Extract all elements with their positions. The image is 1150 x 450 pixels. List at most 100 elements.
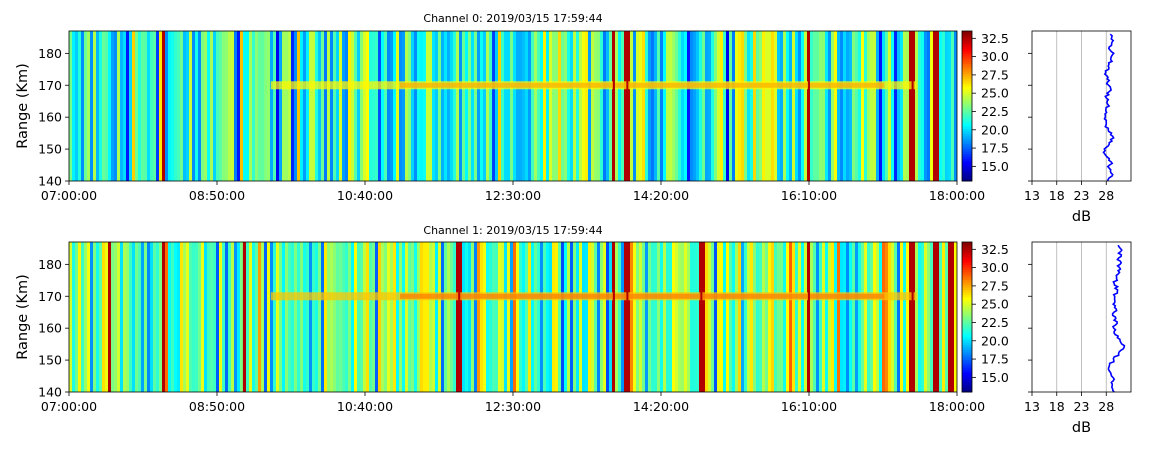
heatmap-column	[459, 31, 463, 181]
heatmap-column	[771, 31, 775, 181]
heatmap-column	[501, 31, 505, 181]
colorbar-segment	[962, 282, 972, 285]
colorbar-segment	[962, 38, 972, 42]
colorbar-segment	[962, 156, 972, 159]
colorbar-segment	[962, 106, 972, 109]
heatmap-column	[870, 31, 874, 181]
heatmap-column	[633, 242, 637, 392]
heatmap-column	[474, 242, 478, 392]
heatmap-column	[96, 31, 100, 181]
heatmap-column	[267, 31, 271, 181]
colorbar-segment	[962, 329, 972, 333]
heatmap-column	[105, 242, 109, 392]
heatmap-column	[507, 31, 511, 181]
colorbar-segment	[962, 31, 972, 34]
heatmap-column	[711, 242, 715, 392]
heatmap-column	[843, 242, 847, 392]
heatmap-column	[483, 31, 487, 181]
heatmap-column	[828, 31, 832, 181]
heatmap-column	[261, 242, 265, 392]
heatmap-column	[141, 31, 145, 181]
heatmap-column	[891, 31, 895, 181]
heatmap-column	[456, 31, 460, 181]
heatmap-column	[558, 31, 562, 181]
heatmap-column	[864, 31, 868, 181]
colorbar-segment	[962, 176, 972, 179]
heatmap-column	[366, 242, 370, 392]
strong-column	[808, 31, 810, 181]
x-tick-label: 10:40:00	[337, 399, 393, 414]
heatmap-column	[648, 242, 652, 392]
heatmap-column	[774, 31, 778, 181]
x-tick-label: 14:20:00	[633, 399, 689, 414]
profile-x-tick-label: 13	[1024, 399, 1040, 414]
colorbar-segment	[962, 347, 972, 350]
heatmap-column	[237, 31, 241, 181]
heatmap-column	[330, 242, 334, 392]
colorbar-segment	[962, 68, 972, 72]
colorbar-segment	[962, 41, 972, 44]
heatmap-column	[327, 31, 331, 181]
heatmap-column	[726, 242, 730, 392]
heatmap-column	[573, 31, 577, 181]
heatmap-column	[876, 31, 880, 181]
heatmap-column	[78, 31, 82, 181]
profile-x-tick-label: 28	[1098, 399, 1114, 414]
heatmap-column	[786, 31, 790, 181]
heatmap-column	[759, 242, 763, 392]
profile-x-tick-label: 18	[1049, 399, 1065, 414]
heatmap-column	[924, 242, 928, 392]
heatmap-column	[537, 31, 541, 181]
heatmap-column	[825, 31, 829, 181]
colorbar-segment	[962, 322, 972, 325]
colorbar-segment	[962, 56, 972, 59]
heatmap-column	[414, 31, 418, 181]
heatmap-column	[138, 242, 142, 392]
heatmap-column	[666, 242, 670, 392]
heatmap-column	[693, 242, 697, 392]
heatmap-column	[552, 31, 556, 181]
colorbar-segment	[962, 61, 972, 64]
heatmap-column	[681, 242, 685, 392]
heatmap-column	[165, 242, 169, 392]
heatmap-column	[372, 242, 376, 392]
heatmap-column	[375, 242, 379, 392]
heatmap-column	[525, 31, 529, 181]
heatmap-column	[246, 31, 250, 181]
heatmap-column	[537, 242, 541, 392]
heatmap-column	[762, 31, 766, 181]
heatmap-column	[501, 242, 505, 392]
strong-column	[935, 31, 938, 181]
colorbar-tick-label: 27.5	[981, 278, 1009, 293]
heatmap-column	[648, 31, 652, 181]
heatmap-column	[849, 31, 853, 181]
heatmap-column	[744, 31, 748, 181]
heatmap-column	[855, 242, 859, 392]
heatmap-column	[159, 31, 163, 181]
heatmap-column	[597, 242, 601, 392]
heatmap-column	[927, 242, 931, 392]
heatmap-column	[405, 31, 409, 181]
colorbar-segment	[962, 382, 972, 385]
heatmap-column	[576, 31, 580, 181]
colorbar-segment	[962, 302, 972, 305]
colorbar-segment	[962, 369, 972, 373]
heatmap-column	[627, 31, 631, 181]
heatmap-column	[117, 242, 121, 392]
heatmap-column	[522, 242, 526, 392]
y-tick-label: 170	[38, 78, 62, 93]
colorbar-segment	[962, 377, 972, 380]
heatmap-column	[855, 31, 859, 181]
heatmap-column	[387, 242, 391, 392]
heatmap-column	[708, 31, 712, 181]
heatmap-column	[297, 242, 301, 392]
heatmap-column	[939, 31, 943, 181]
strong-column	[612, 31, 615, 181]
heatmap-column	[603, 31, 607, 181]
heatmap-column	[723, 31, 727, 181]
channel-0-panel: Channel 0: 2019/03/15 17:59:44 140 150 160 1…	[15, 12, 1132, 225]
heatmap-column	[660, 242, 664, 392]
heatmap-column	[300, 31, 304, 181]
heatmap-column	[498, 31, 502, 181]
heatmap-column	[399, 242, 403, 392]
